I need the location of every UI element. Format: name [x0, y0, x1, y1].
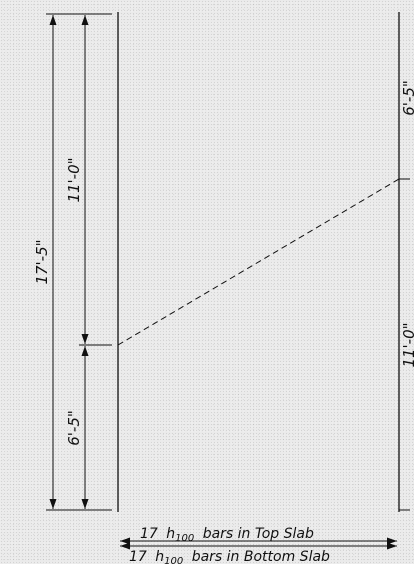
top-slab-note: 17 h100 bars in Top Slab [140, 526, 314, 545]
lower-dimension-label: 6'-5" [65, 410, 83, 446]
bottom-slab-note: 17 h100 bars in Bottom Slab [129, 549, 330, 564]
bottom-slab-bar-mark: h [155, 549, 164, 564]
top-slab-bar-subscript: 100 [175, 533, 194, 544]
right-top-dimension-label: 6'-5" [400, 80, 414, 116]
bottom-slab-bar-subscript: 100 [164, 556, 183, 564]
bottom-slab-text: bars in Bottom Slab [192, 549, 330, 564]
bottom-slab-count: 17 [129, 549, 147, 564]
top-slab-bar-mark: h [166, 526, 175, 542]
overall-dimension-label: 17'-5" [33, 239, 51, 284]
upper-dimension-label: 11'-0" [65, 157, 83, 202]
dashed-transition-line [117, 178, 400, 346]
top-slab-count: 17 [140, 526, 158, 542]
right-bottom-dimension-label: 11'-0" [400, 322, 414, 367]
top-slab-text: bars in Top Slab [203, 526, 314, 542]
